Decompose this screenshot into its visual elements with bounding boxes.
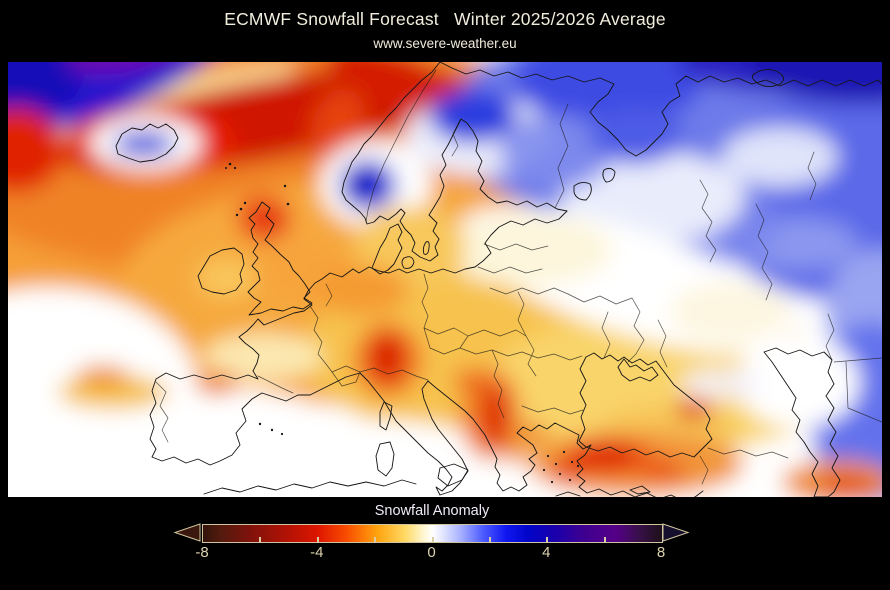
watermark-url: www.severe-weather.eu	[373, 36, 517, 51]
legend-minor-tick	[316, 537, 319, 543]
legend-minor-tick	[431, 537, 434, 543]
page-title: ECMWF Snowfall Forecast Winter 2025/2026…	[224, 9, 666, 29]
legend-tick-labels: -8 -4 0 4 8	[195, 544, 665, 562]
country-borders	[155, 69, 882, 485]
legend-tick-label: -8	[195, 544, 209, 561]
legend-minor-tick	[374, 537, 377, 543]
legend-minor-tick	[546, 537, 549, 543]
legend-minor-tick	[488, 537, 491, 543]
legend-minor-tick	[603, 537, 606, 543]
legend-tick-label: 8	[656, 544, 666, 561]
legend-left-arrow	[173, 523, 201, 542]
europe-snowfall-anomaly-map	[8, 62, 882, 497]
legend-tick-label: 0	[427, 544, 436, 561]
legend-colorbar	[202, 524, 663, 543]
legend-tick-label: 4	[542, 544, 551, 561]
anomaly-color-field	[8, 62, 882, 497]
legend-minor-tick	[259, 537, 262, 543]
legend-title: Snowfall Anomaly	[374, 503, 490, 519]
europe-map-svg	[8, 62, 882, 497]
small-islands	[225, 162, 580, 484]
legend-tick-label: -4	[310, 544, 324, 561]
legend-right-arrow	[662, 523, 690, 542]
coastlines	[115, 62, 882, 497]
